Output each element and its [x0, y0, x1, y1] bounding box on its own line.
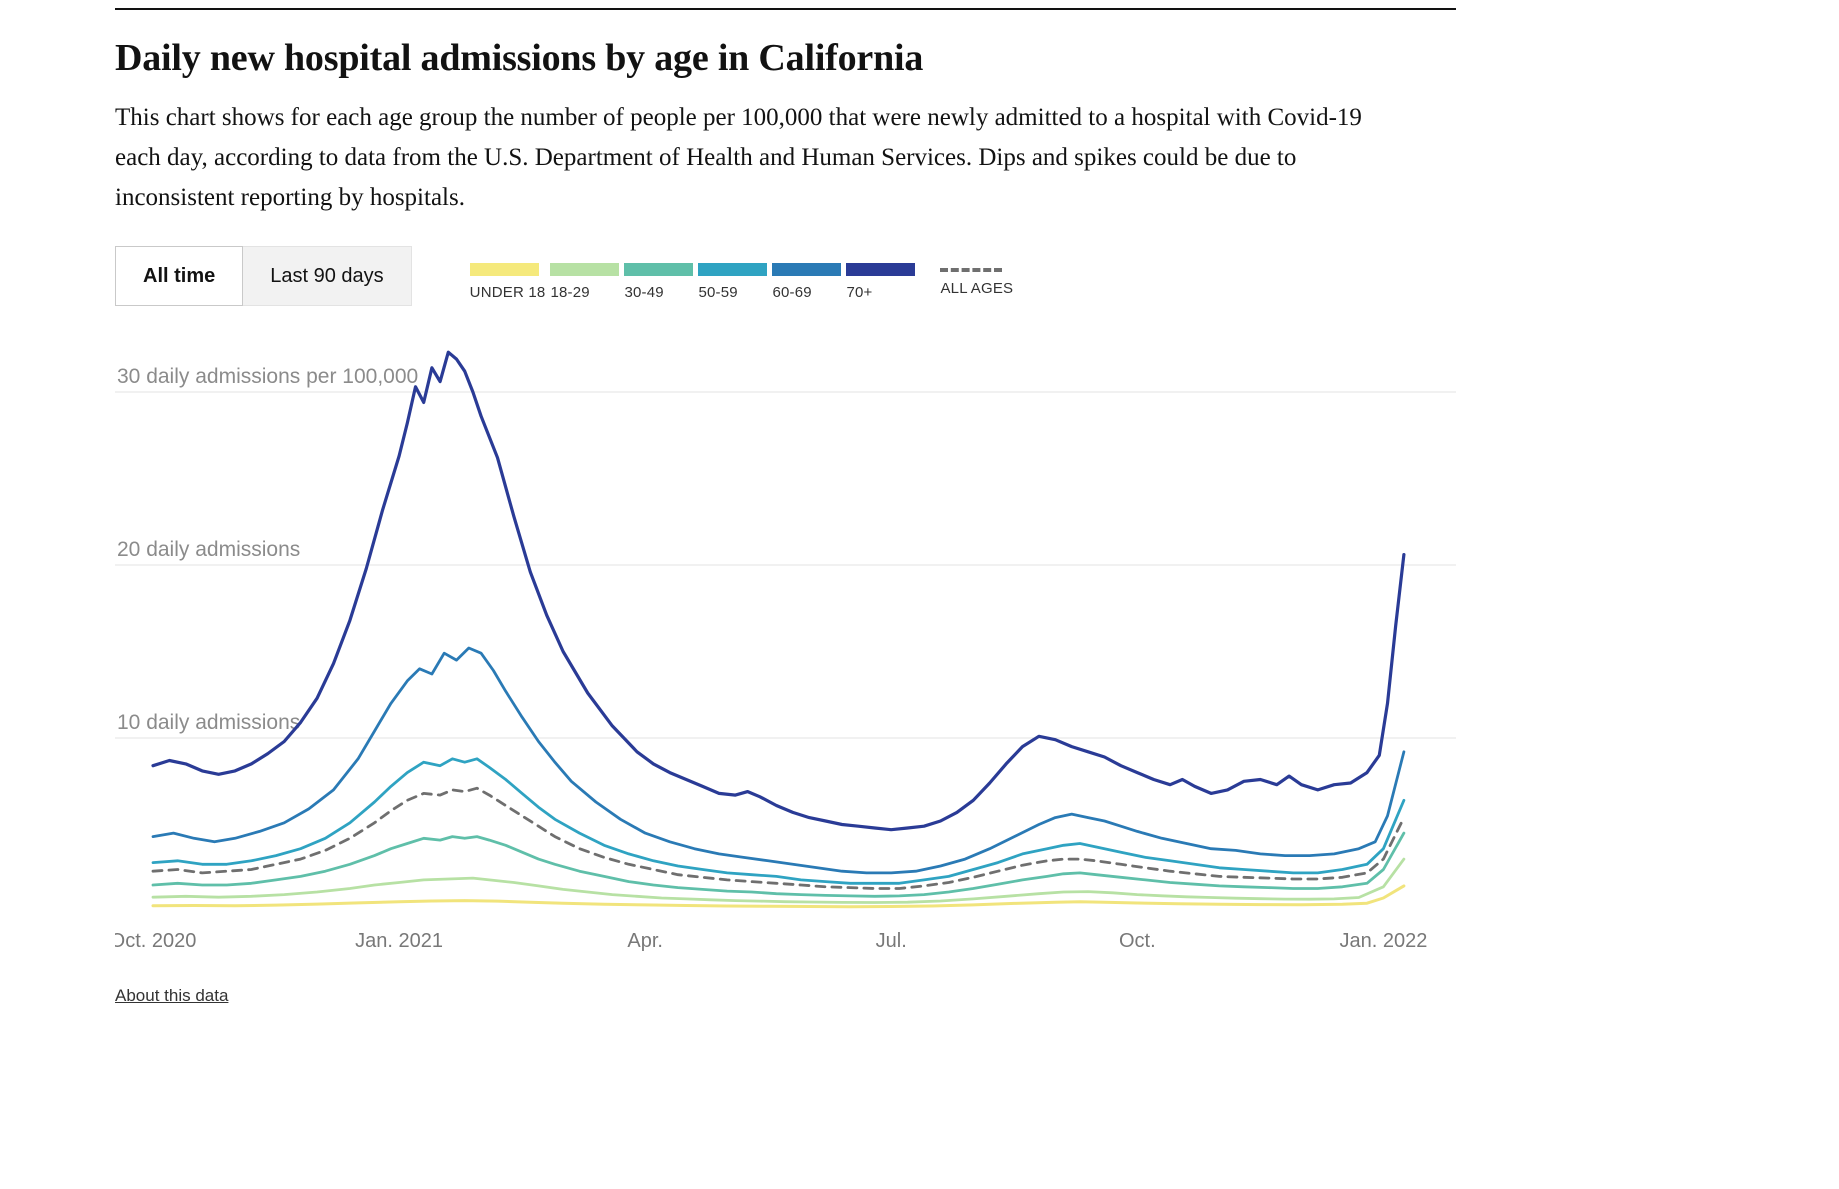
legend-label-all-ages: ALL AGES: [940, 280, 1014, 297]
legend-label-50-59: 50-59: [698, 284, 738, 301]
series-line-70-plus: [151, 350, 1406, 832]
y-axis-label-10: 10 daily admissions: [117, 711, 300, 734]
content-column: Daily new hospital admissions by age in …: [110, 0, 1456, 1006]
legend-swatch-under-18: [469, 263, 539, 276]
series-line-30-49: [151, 831, 1406, 898]
legend-swatch-30-49: [624, 263, 694, 276]
time-range-toggle: All time Last 90 days: [115, 246, 412, 306]
chart-description: This chart shows for each age group the …: [115, 104, 1362, 211]
y-axis-label-20: 20 daily admissions: [117, 538, 300, 561]
legend-swatch-18-29: [550, 263, 620, 276]
series-line-all-ages: [151, 786, 1406, 890]
top-rule: [115, 8, 1456, 10]
series-line-under-18: [151, 884, 1406, 909]
toggle-all-time[interactable]: All time: [115, 246, 244, 306]
legend-label-70-plus: 70+: [846, 284, 873, 301]
x-axis-label: Apr.: [627, 930, 663, 952]
series-line-60-69: [151, 646, 1406, 875]
toggle-last-90-days[interactable]: Last 90 days: [243, 246, 412, 306]
x-axis-label: Oct.: [1119, 930, 1156, 952]
x-axis-label: Jan. 2021: [355, 930, 443, 952]
legend-label-30-49: 30-49: [624, 284, 664, 301]
legend-label-under-18: UNDER 18: [469, 284, 546, 301]
legend-item-18-29: 18-29: [550, 263, 620, 301]
series-line-50-59: [151, 757, 1406, 885]
page: Daily new hospital admissions by age in …: [110, 0, 1456, 1006]
y-axis-label-30: 30 daily admissions per 100,000: [117, 365, 418, 388]
chart-title: Daily new hospital admissions by age in …: [115, 37, 924, 79]
chart-area: 30 daily admissions per 100,000 20 daily …: [110, 346, 1456, 976]
about-data-link[interactable]: About this data: [115, 986, 229, 1005]
chart-legend: UNDER 18 18-29 30-49 50-59 60-69 70+ ALL AGES: [469, 263, 1014, 301]
legend-swatch-70-plus: [846, 263, 916, 276]
legend-swatch-50-59: [698, 263, 768, 276]
chart-canvas: 30 daily admissions per 100,000 20 daily …: [110, 350, 1456, 952]
legend-item-60-69: 60-69: [772, 263, 842, 301]
legend-item-all-ages: ALL AGES: [940, 263, 1013, 301]
legend-item-70-plus: 70+: [846, 263, 916, 301]
controls-row: All time Last 90 days UNDER 18 18-29 30-49…: [115, 246, 1456, 306]
legend-label-18-29: 18-29: [550, 284, 590, 301]
x-axis-label: Oct. 2020: [115, 930, 196, 952]
legend-item-50-59: 50-59: [698, 263, 768, 301]
legend-swatch-all-ages: [940, 268, 1003, 272]
x-axis-label: Jan. 2022: [1339, 930, 1427, 952]
legend-label-60-69: 60-69: [772, 284, 812, 301]
legend-swatch-60-69: [772, 263, 842, 276]
series-line-18-29: [151, 857, 1406, 904]
legend-item-under-18: UNDER 18: [469, 263, 546, 301]
x-axis-label: Jul.: [876, 930, 907, 952]
legend-item-30-49: 30-49: [624, 263, 694, 301]
